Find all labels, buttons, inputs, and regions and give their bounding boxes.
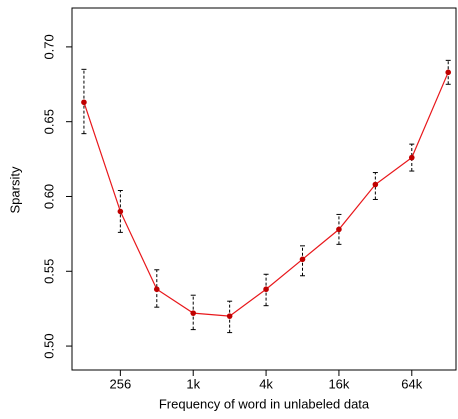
point [408, 154, 415, 161]
x-tick-label: 16k [328, 376, 349, 391]
x-tick-label: 256 [110, 376, 132, 391]
y-axis-label: Sparsity [7, 166, 22, 213]
point [81, 99, 87, 106]
point [372, 181, 379, 188]
y-tick-label: 0.60 [41, 184, 56, 209]
point [153, 286, 160, 293]
point [117, 208, 124, 215]
y-tick-label: 0.70 [41, 34, 56, 59]
plot-frame [71, 7, 457, 371]
x-tick-label: 64k [401, 376, 422, 391]
point [190, 310, 197, 316]
x-axis-label: Frequency of word in unlabeled data [159, 396, 370, 411]
y-tick-label: 0.55 [41, 259, 56, 284]
y-tick-label: 0.50 [41, 333, 56, 358]
x-tick-label: 1k [186, 376, 200, 391]
point [263, 286, 269, 293]
point [299, 256, 306, 263]
y-tick-label: 0.65 [41, 109, 56, 134]
point [226, 313, 233, 319]
x-tick-label: 4k [259, 376, 273, 391]
point [445, 69, 452, 76]
point [336, 226, 342, 233]
